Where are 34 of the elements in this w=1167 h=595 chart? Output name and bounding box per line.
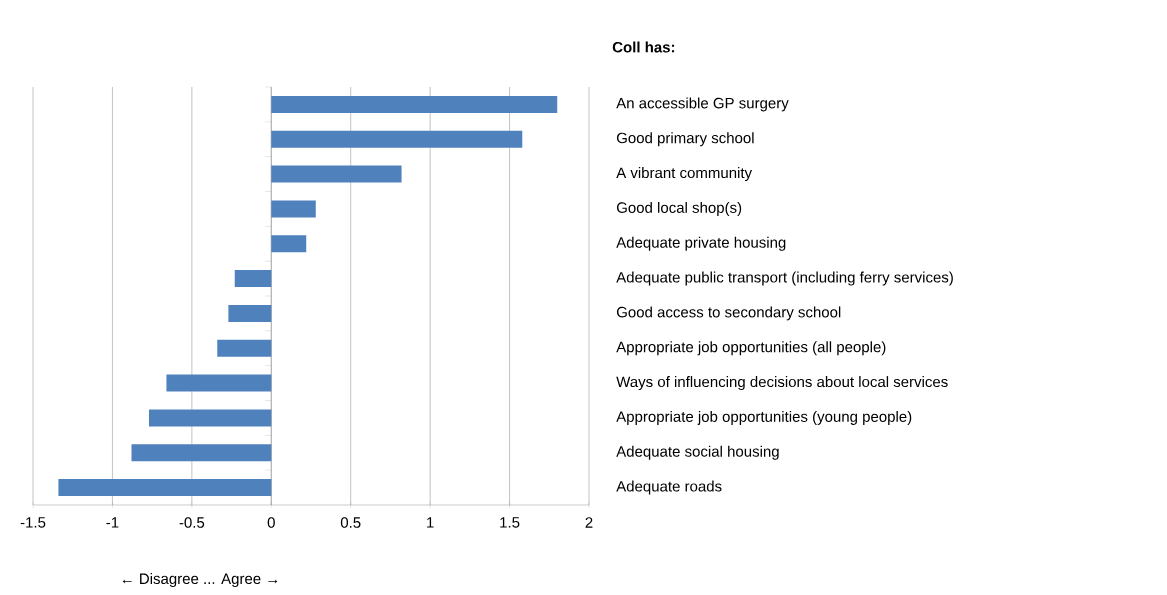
x-tick-label: 1 (427, 517, 434, 528)
bar (271, 235, 307, 253)
bar (271, 200, 316, 218)
bar (271, 165, 402, 183)
bar (148, 409, 272, 427)
y-tick-label: Good primary school (616, 132, 754, 147)
y-tick-label: Adequate public transport (including ferry services) (616, 271, 953, 286)
y-tick-label: Good local shop(s) (616, 201, 742, 216)
text: Coll has: (612, 41, 675, 53)
y-tick-label: Ways of influencing decisions about local services (616, 376, 948, 391)
y-tick-label: Appropriate job opportunities (young people) (616, 410, 912, 425)
bar (217, 339, 272, 357)
y-tick-label: An accessible GP surgery (616, 97, 789, 112)
y-tick-label: Good access to secondary school (616, 306, 841, 321)
x-tick-label: -0.5 (179, 517, 205, 528)
y-tick-label: Adequate private housing (616, 236, 786, 251)
x-tick-label: 0.5 (340, 517, 361, 528)
x-tick-label: 1.5 (500, 517, 520, 528)
bar (58, 479, 272, 497)
y-tick-label: Adequate roads (616, 480, 722, 495)
bar (271, 130, 523, 148)
x-tick-label: 2 (585, 517, 593, 528)
bar (234, 270, 272, 288)
y-tick-label: Appropriate job opportunities (all people) (616, 341, 886, 356)
y-tick-label: Adequate social housing (616, 445, 779, 460)
bar (166, 374, 272, 392)
x-tick-label: -1 (106, 517, 119, 528)
y-tick-label: A vibrant community (616, 167, 753, 182)
x-tick-label: 0 (267, 517, 275, 528)
bar (228, 304, 272, 322)
bar (271, 95, 558, 113)
x-axis-title: ← Disagree ... Agree → (122, 573, 278, 587)
x-tick-label: -1.5 (20, 517, 46, 528)
bar (131, 444, 272, 462)
